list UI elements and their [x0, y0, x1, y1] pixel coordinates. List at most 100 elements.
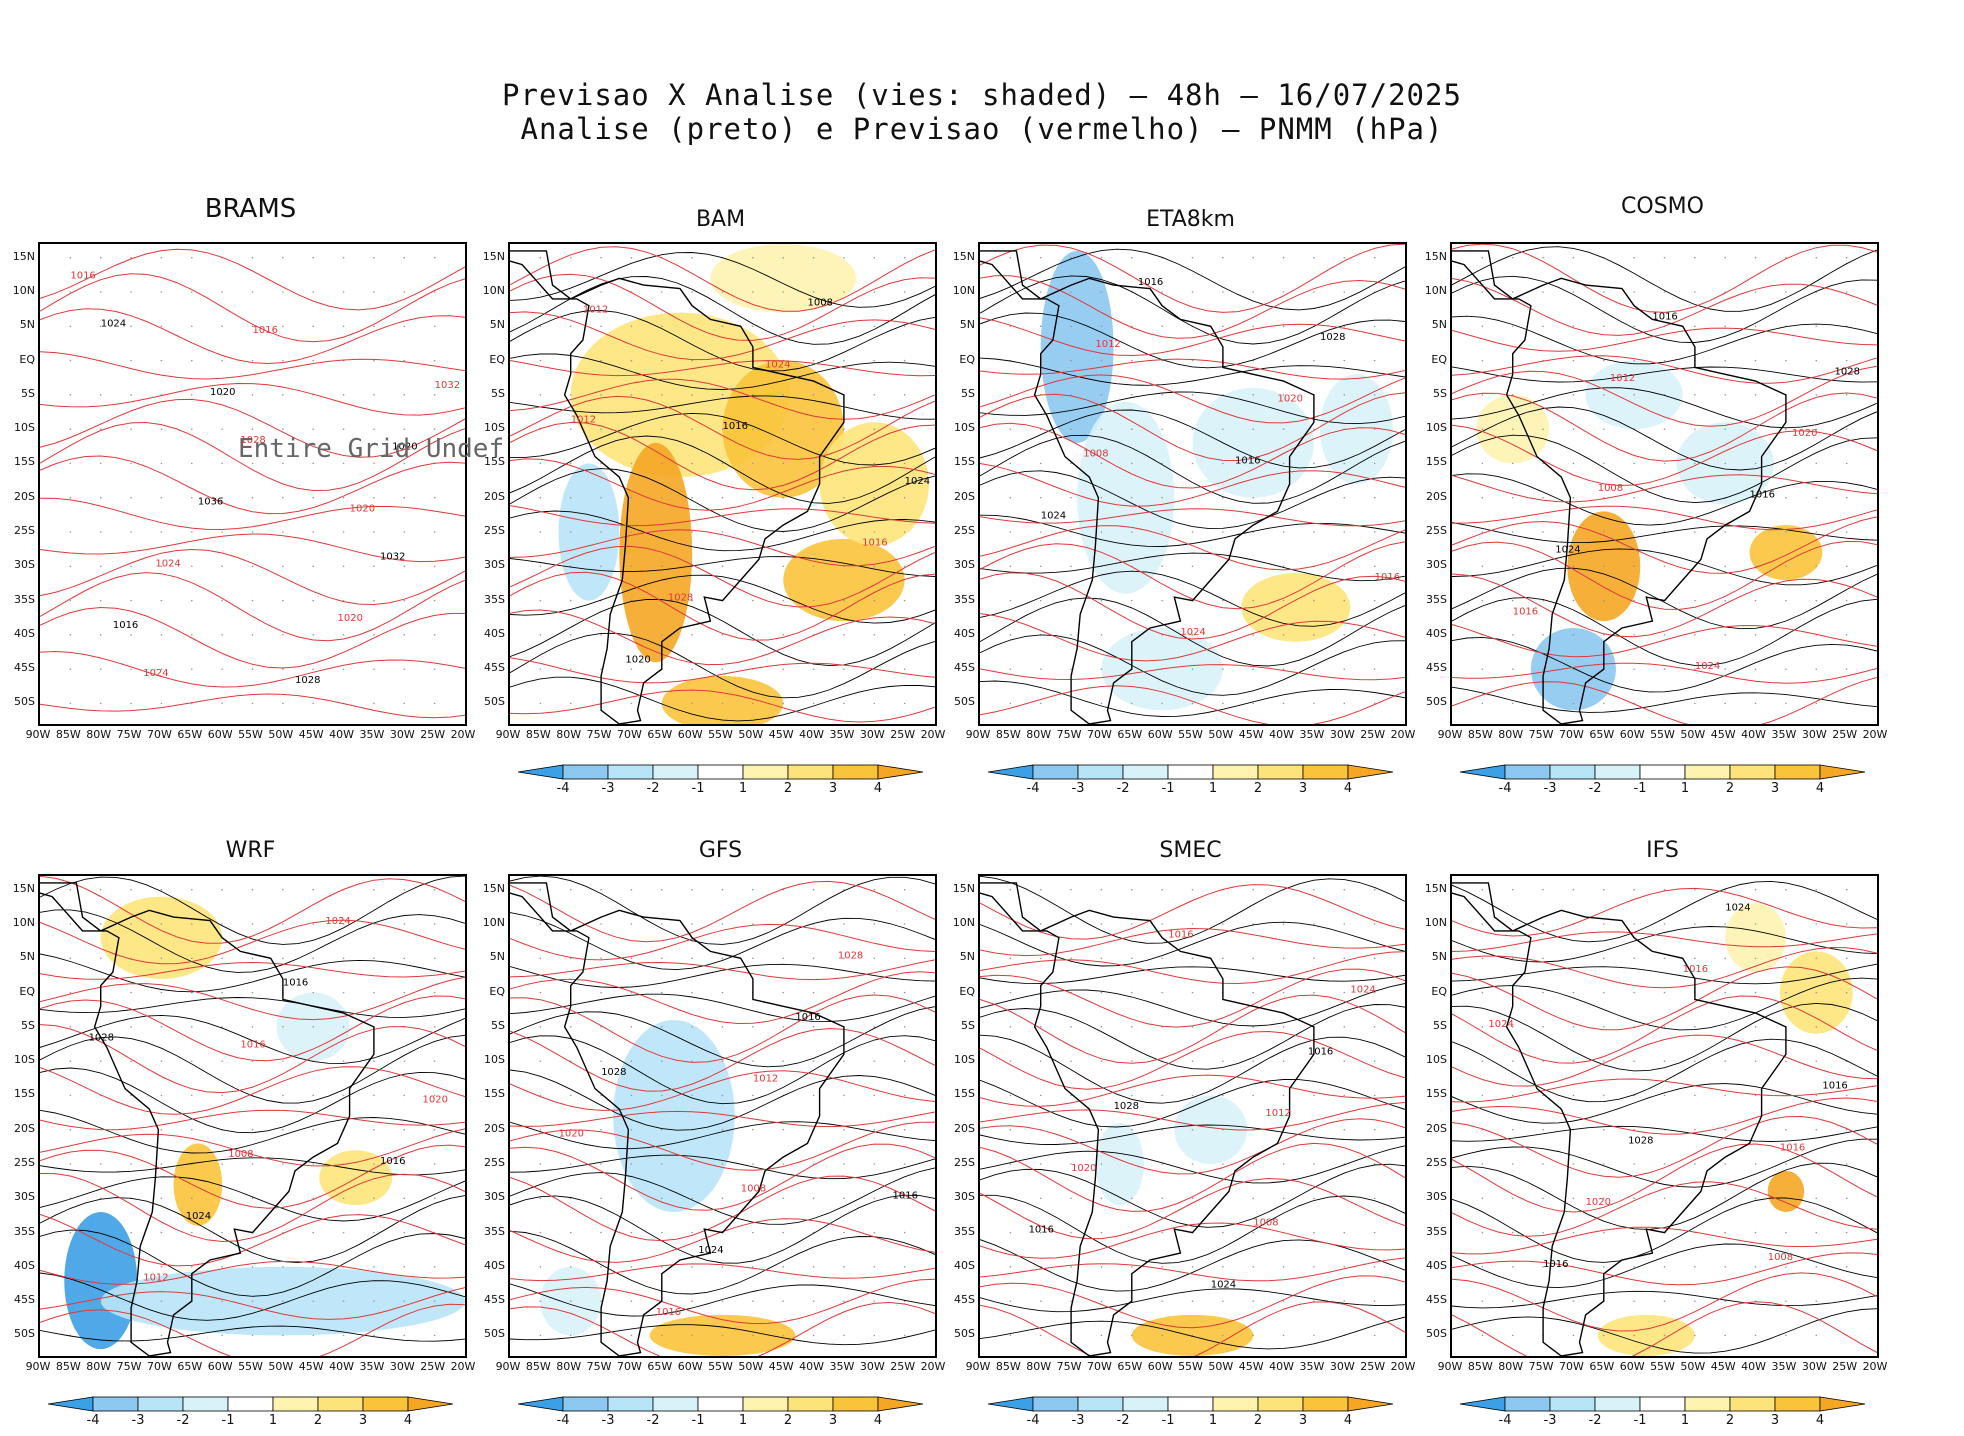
- grid-dot: [433, 1266, 436, 1268]
- grid-dot: [660, 428, 663, 430]
- isobar-label: 1016: [1138, 277, 1163, 288]
- grid-dot: [1633, 1163, 1635, 1165]
- grid-dot: [433, 496, 436, 499]
- grid-dot: [1191, 991, 1194, 994]
- isobar-line: [510, 912, 935, 971]
- grid-dot: [903, 1026, 906, 1028]
- grid-dot: [1161, 291, 1163, 293]
- grid-dot: [1373, 1094, 1376, 1097]
- colorbar: -4 -3 -2 -1 1 2 3 4: [1459, 1396, 1866, 1432]
- isobar-line: [40, 1034, 465, 1104]
- isobar-line: [980, 525, 1405, 571]
- grid-dot: [1785, 702, 1787, 705]
- lon-tick-label: 30W: [1329, 728, 1355, 741]
- grid-dot: [1511, 634, 1514, 636]
- isobar-line: [1452, 474, 1877, 503]
- isobar-line: [40, 606, 465, 669]
- grid-dot: [1100, 1231, 1103, 1234]
- grid-dot: [69, 1060, 72, 1062]
- grid-dot: [1191, 957, 1194, 960]
- grid-dot: [1161, 1334, 1163, 1337]
- isobar-line: [980, 422, 1405, 489]
- isobar-line: [510, 505, 935, 527]
- grid-dot: [1542, 394, 1544, 396]
- lon-tick-label: 85W: [1467, 728, 1493, 741]
- isobar-line: [980, 1288, 1405, 1313]
- grid-dot: [1694, 256, 1696, 259]
- grid-dot: [903, 394, 906, 396]
- colorbar-label: -3: [1071, 781, 1085, 796]
- grid-dot: [1130, 1266, 1133, 1268]
- grid-dot: [630, 1266, 633, 1268]
- isobar-line: [1452, 548, 1877, 586]
- isobar-line: [510, 574, 935, 624]
- lat-tick-label: 5N: [959, 318, 975, 332]
- isobar-line: [510, 1263, 935, 1282]
- grid-dot: [1100, 394, 1103, 396]
- grid-dot: [1815, 1094, 1818, 1097]
- lat-tick-label: 10N: [1424, 916, 1447, 929]
- grid-dot: [812, 599, 815, 602]
- lon-tick-label: 35W: [1299, 728, 1325, 741]
- grid-dot: [160, 1197, 163, 1200]
- grid-dot: [433, 1163, 436, 1165]
- grid-dot: [1009, 531, 1012, 533]
- isobar-line: [510, 1154, 935, 1180]
- colorbar-label: 2: [783, 781, 793, 796]
- grid-dot: [1252, 394, 1255, 396]
- grid-dot: [1252, 888, 1255, 891]
- colorbar-label: -4: [86, 1413, 100, 1428]
- grid-dot: [69, 668, 72, 670]
- isobar-line: [1452, 516, 1877, 574]
- grid-dot: [843, 599, 845, 602]
- grid-dot: [1070, 1231, 1072, 1234]
- grid-dot: [1542, 256, 1544, 259]
- isobar-line: [510, 657, 935, 684]
- grid-dot: [1602, 599, 1605, 602]
- grid-dot: [1130, 888, 1133, 891]
- grid-dot: [190, 1094, 193, 1097]
- isobar-label: 1024: [101, 318, 126, 329]
- grid-dot: [600, 256, 602, 259]
- grid-dot: [1009, 394, 1012, 396]
- isobar-line: [980, 1118, 1405, 1175]
- grid-dot: [1845, 957, 1848, 960]
- grid-dot: [569, 1026, 572, 1028]
- grid-dot: [569, 496, 572, 499]
- grid-dot: [1602, 923, 1605, 925]
- lat-tick-label: 30S: [954, 558, 975, 572]
- grid-dot: [1252, 1300, 1255, 1302]
- grid-dot: [69, 1094, 72, 1097]
- grid-dot: [282, 1060, 284, 1062]
- grid-dot: [1845, 1163, 1848, 1165]
- grid-dot: [1845, 1128, 1848, 1131]
- lon-tick-label: 85W: [525, 728, 551, 741]
- grid-dot: [569, 1231, 572, 1234]
- grid-dot: [1100, 359, 1103, 362]
- grid-dot: [873, 634, 876, 636]
- isobar-line: [40, 1066, 465, 1115]
- colorbar-box: [1077, 1396, 1124, 1412]
- grid-dot: [1039, 325, 1042, 328]
- grid-dot: [1252, 1266, 1255, 1268]
- grid-dot: [721, 565, 724, 568]
- isobar-line: [980, 1145, 1405, 1184]
- bias-shade: [1095, 1122, 1144, 1206]
- isobar-line: [980, 391, 1405, 425]
- grid-dot: [1070, 496, 1072, 499]
- grid-dot: [1785, 991, 1787, 994]
- grid-dot: [1191, 1300, 1194, 1302]
- grid-dot: [812, 957, 815, 960]
- lat-tick-label: 15N: [12, 249, 35, 263]
- grid-dot: [312, 565, 315, 568]
- grid-dot: [1009, 1231, 1012, 1234]
- grid-dot: [433, 565, 436, 568]
- lon-tick-label: 60W: [207, 728, 233, 741]
- grid-dot: [1161, 325, 1163, 328]
- isobar-label: 1032: [380, 551, 405, 562]
- grid-dot: [1070, 1026, 1072, 1028]
- isobar-line: [510, 510, 935, 552]
- grid-dot: [1100, 668, 1103, 670]
- isobar-label: 1012: [143, 1273, 168, 1284]
- isobar-line: [510, 1301, 935, 1356]
